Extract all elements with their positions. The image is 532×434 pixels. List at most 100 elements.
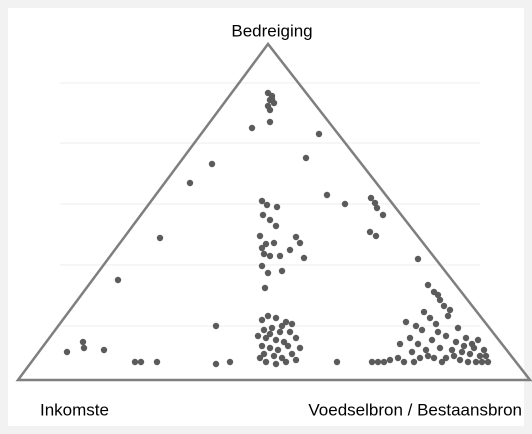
point <box>386 356 394 364</box>
point <box>259 211 267 219</box>
point <box>212 360 220 368</box>
point <box>258 244 266 252</box>
point <box>270 239 278 247</box>
point <box>368 358 376 366</box>
point <box>266 344 274 352</box>
point <box>464 358 472 366</box>
point <box>472 358 480 366</box>
point <box>466 350 474 358</box>
point <box>79 338 87 346</box>
point <box>208 160 216 168</box>
point <box>156 234 164 242</box>
point <box>278 322 286 330</box>
point <box>268 324 276 332</box>
point <box>424 281 432 289</box>
point <box>476 352 484 360</box>
point <box>153 358 161 366</box>
point <box>396 340 404 348</box>
point <box>262 358 270 366</box>
point <box>270 352 278 360</box>
points <box>63 89 492 368</box>
point <box>292 233 300 241</box>
point <box>380 358 388 366</box>
point <box>296 344 304 352</box>
point <box>272 222 280 230</box>
point <box>273 203 281 211</box>
point <box>258 342 266 350</box>
point <box>416 354 424 362</box>
point <box>100 346 108 354</box>
point <box>420 308 428 316</box>
point <box>394 354 402 362</box>
point <box>341 200 349 208</box>
point <box>333 358 341 366</box>
point <box>186 179 194 187</box>
point <box>280 338 288 346</box>
point <box>262 334 270 342</box>
point <box>428 336 436 344</box>
point <box>436 296 444 304</box>
point <box>448 346 456 354</box>
point <box>430 354 438 362</box>
point <box>286 328 294 336</box>
point <box>114 276 122 284</box>
point <box>315 130 323 138</box>
point <box>412 322 420 330</box>
point <box>446 306 454 314</box>
point <box>452 338 460 346</box>
point <box>258 197 266 205</box>
point <box>468 340 476 348</box>
point <box>260 350 268 358</box>
point <box>434 328 442 336</box>
point <box>80 344 88 352</box>
point <box>261 284 269 292</box>
point <box>264 269 272 277</box>
point <box>254 332 262 340</box>
point <box>276 252 284 260</box>
point <box>372 232 380 240</box>
point <box>63 348 71 356</box>
point <box>266 106 274 114</box>
point <box>414 255 422 263</box>
point <box>278 267 286 275</box>
point <box>260 326 268 334</box>
point <box>367 194 375 202</box>
point <box>226 358 234 366</box>
point <box>212 322 220 330</box>
point <box>276 328 284 336</box>
point <box>482 352 490 360</box>
point <box>408 348 416 356</box>
point <box>282 318 290 326</box>
point <box>288 320 296 328</box>
point <box>442 332 450 340</box>
point <box>402 318 410 326</box>
point <box>278 354 286 362</box>
point <box>436 344 444 352</box>
point <box>450 352 458 360</box>
point <box>248 124 256 132</box>
point <box>422 346 430 354</box>
point <box>432 320 440 328</box>
point <box>462 334 470 342</box>
point <box>256 232 264 240</box>
left-label: Inkomste <box>40 400 109 419</box>
point <box>296 239 304 247</box>
point <box>137 358 145 366</box>
point <box>272 314 280 322</box>
point <box>266 252 274 260</box>
point <box>474 336 482 344</box>
point <box>458 348 466 356</box>
triangle <box>15 41 532 382</box>
point <box>263 201 271 209</box>
point <box>454 324 462 332</box>
point <box>438 358 446 366</box>
point <box>292 334 300 342</box>
point <box>131 358 139 366</box>
point <box>284 342 292 350</box>
point <box>379 211 387 219</box>
point <box>288 350 296 358</box>
right-label: Voedselbron / Bestaansbron <box>308 400 522 419</box>
point <box>260 250 268 258</box>
point <box>272 336 280 344</box>
